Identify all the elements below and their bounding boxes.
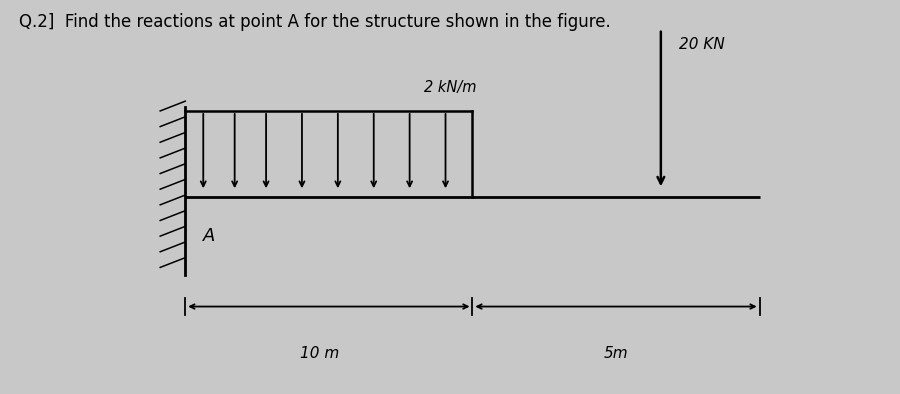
Text: Q.2]  Find the reactions at point A for the structure shown in the figure.: Q.2] Find the reactions at point A for t… (19, 13, 611, 31)
Text: A: A (203, 227, 216, 245)
Text: 20 KN: 20 KN (679, 37, 725, 52)
Text: 2 kN/m: 2 kN/m (424, 80, 476, 95)
Text: 5m: 5m (604, 346, 628, 361)
Text: 10 m: 10 m (301, 346, 339, 361)
